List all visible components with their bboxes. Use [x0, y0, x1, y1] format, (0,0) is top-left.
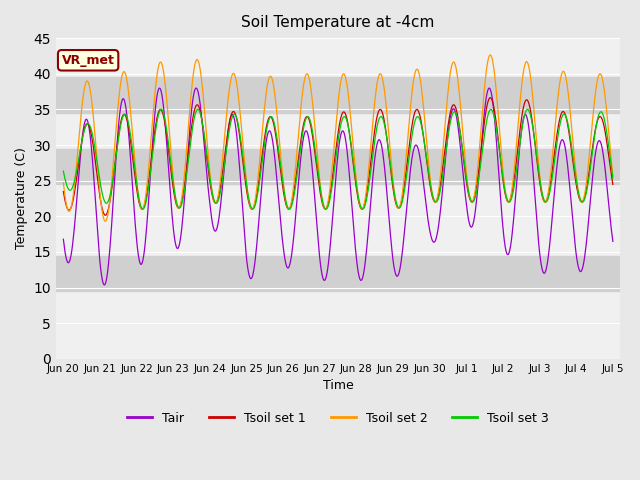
- Bar: [56, 255, 620, 291]
- X-axis label: Time: Time: [323, 379, 353, 392]
- Y-axis label: Temperature (C): Temperature (C): [15, 147, 28, 250]
- Title: Soil Temperature at -4cm: Soil Temperature at -4cm: [241, 15, 435, 30]
- Bar: [56, 149, 620, 184]
- Bar: [56, 77, 620, 113]
- Text: VR_met: VR_met: [61, 54, 115, 67]
- Legend: Tair, Tsoil set 1, Tsoil set 2, Tsoil set 3: Tair, Tsoil set 1, Tsoil set 2, Tsoil se…: [122, 407, 554, 430]
